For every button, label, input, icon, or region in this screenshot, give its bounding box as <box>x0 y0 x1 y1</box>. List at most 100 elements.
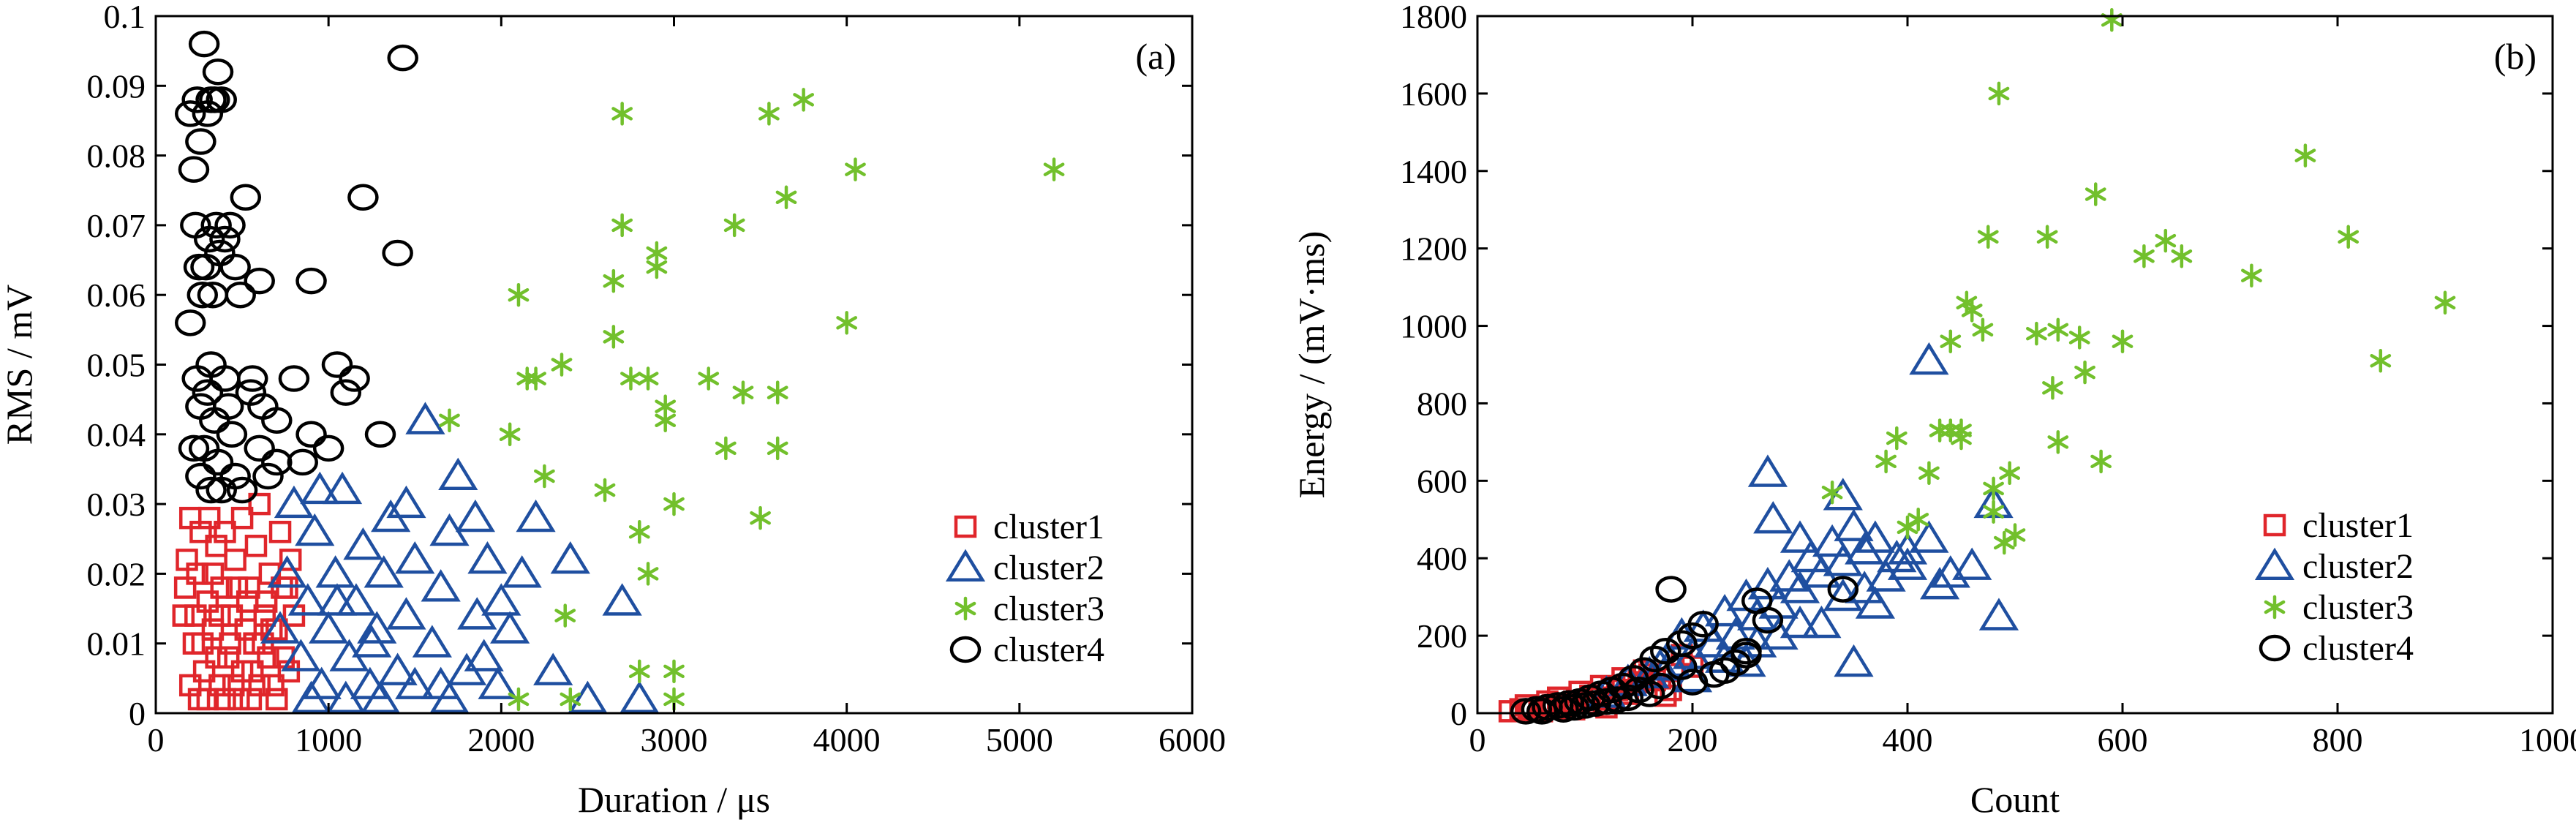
data-point <box>357 611 397 644</box>
data-point <box>1919 566 1960 600</box>
data-point <box>1043 157 1065 181</box>
data-point <box>637 562 659 586</box>
data-point <box>2370 348 2392 373</box>
data-point <box>261 448 293 476</box>
data-point <box>1940 418 1962 443</box>
x-tick-label: 1000 <box>2519 721 2576 759</box>
x-tick-label: 0 <box>1469 721 1486 759</box>
y-tick-label: 0.06 <box>87 276 146 314</box>
panel-label: (b) <box>2494 36 2537 77</box>
data-point <box>187 281 219 309</box>
x-tick-label: 5000 <box>986 721 1053 759</box>
series-cluster3 <box>439 88 1065 712</box>
data-point <box>1623 676 1654 704</box>
data-point <box>322 471 363 505</box>
data-point <box>767 436 788 461</box>
y-tick-label: 0.02 <box>87 555 146 592</box>
panel-label: (a) <box>1136 36 1177 77</box>
y-tick-label: 0.01 <box>87 625 146 663</box>
data-point <box>1855 520 1896 553</box>
data-point <box>205 646 227 669</box>
data-point <box>525 366 546 391</box>
data-point <box>201 562 225 585</box>
data-point <box>723 213 745 238</box>
data-point <box>300 471 340 505</box>
y-tick-label: 600 <box>1417 462 1467 500</box>
y-tick-label: 1000 <box>1400 308 1467 345</box>
data-point <box>225 576 249 599</box>
panel-b: 0 200 400 600 800 1000 0 200 400 600 800 1000 1200 14… <box>1291 0 2576 820</box>
data-point <box>750 505 771 530</box>
data-point <box>2042 376 2063 400</box>
data-point <box>1834 508 1874 541</box>
data-point <box>619 680 660 713</box>
data-point <box>197 506 221 530</box>
data-point <box>317 583 358 616</box>
data-point <box>208 674 231 697</box>
data-point <box>1940 329 1962 353</box>
data-point <box>1952 547 1992 580</box>
data-point <box>1801 555 1842 588</box>
data-point <box>1753 500 1793 534</box>
data-point <box>291 680 331 713</box>
data-point <box>208 604 231 627</box>
data-point <box>1827 576 1859 603</box>
data-point <box>1758 617 1799 650</box>
data-point <box>1526 698 1558 725</box>
data-point <box>200 211 232 239</box>
data-point <box>405 402 445 434</box>
data-point <box>174 100 206 127</box>
data-point <box>202 448 234 476</box>
y-tick-label: 1200 <box>1400 230 1467 268</box>
data-point <box>1612 684 1644 712</box>
data-point <box>267 555 307 588</box>
data-point <box>295 513 335 546</box>
y-tick-label: 0 <box>129 695 146 732</box>
legend-marker <box>954 515 977 538</box>
data-point <box>2047 430 2069 454</box>
data-point <box>172 604 195 627</box>
data-point <box>244 434 275 462</box>
legend-marker <box>2254 547 2295 581</box>
data-point <box>1918 461 1940 485</box>
data-point <box>551 353 573 377</box>
data-point <box>347 184 379 211</box>
data-point <box>1780 605 1820 639</box>
data-point <box>2134 244 2155 268</box>
data-point <box>1780 520 1820 553</box>
data-point <box>253 604 276 627</box>
data-point <box>1909 342 1949 375</box>
data-point <box>219 632 241 655</box>
data-point <box>1548 696 1579 723</box>
data-point <box>455 499 496 532</box>
series-cluster3 <box>1821 8 2456 555</box>
y-tick-label: 0.1 <box>104 0 146 35</box>
data-point <box>216 646 240 669</box>
data-point <box>412 625 452 658</box>
data-points <box>1498 8 2456 725</box>
data-point <box>364 555 404 588</box>
data-point <box>602 583 642 616</box>
data-point <box>192 379 224 406</box>
data-point <box>214 688 236 711</box>
data-point <box>244 267 275 295</box>
data-point <box>192 660 216 683</box>
data-point <box>421 569 461 602</box>
data-point <box>481 583 521 616</box>
data-point <box>309 611 349 644</box>
data-point <box>845 157 866 181</box>
data-point <box>1972 317 1994 342</box>
data-point <box>2241 263 2262 287</box>
data-point <box>732 380 754 404</box>
data-point <box>214 211 246 239</box>
data-point <box>1650 638 1681 665</box>
data-point <box>534 464 555 489</box>
data-point <box>343 527 383 560</box>
data-point <box>2004 523 2026 547</box>
legend-marker <box>2259 634 2291 662</box>
data-point <box>238 576 260 599</box>
data-point <box>2112 329 2134 353</box>
data-point <box>2047 317 2069 342</box>
